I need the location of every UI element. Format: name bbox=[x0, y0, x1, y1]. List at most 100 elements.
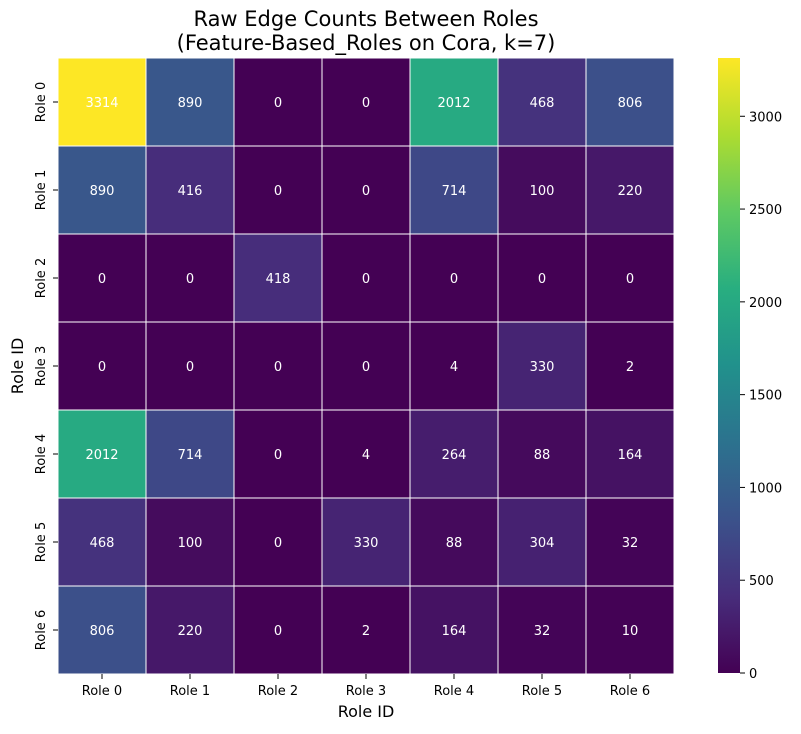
cell-value-label: 100 bbox=[530, 184, 555, 199]
cell-value-label: 0 bbox=[274, 184, 282, 199]
cell-value-label: 0 bbox=[362, 360, 370, 375]
cell-value-label: 0 bbox=[98, 360, 106, 375]
colorbar-tick-label: 1000 bbox=[749, 481, 782, 496]
heatmap-cell bbox=[497, 145, 587, 235]
heatmap-cell bbox=[57, 321, 147, 411]
heatmap-cell bbox=[321, 57, 411, 147]
heatmap-cell bbox=[497, 57, 587, 147]
heatmap-cell bbox=[409, 145, 499, 235]
cell-value-label: 264 bbox=[442, 448, 467, 463]
heatmap-cell bbox=[409, 585, 499, 675]
heatmap-cell bbox=[145, 233, 235, 323]
y-tick-label: Role 5 bbox=[34, 522, 49, 562]
cell-value-label: 890 bbox=[90, 184, 115, 199]
cell-value-label: 304 bbox=[530, 536, 555, 551]
cell-value-label: 330 bbox=[530, 360, 555, 375]
cell-value-label: 468 bbox=[530, 96, 555, 111]
cell-value-label: 220 bbox=[178, 624, 203, 639]
colorbar-tick-label: 0 bbox=[749, 667, 757, 682]
heatmap-cell bbox=[497, 321, 587, 411]
heatmap-cell bbox=[409, 233, 499, 323]
x-tick-label: Role 2 bbox=[258, 684, 298, 699]
cell-value-label: 0 bbox=[274, 448, 282, 463]
x-tick-label: Role 5 bbox=[522, 684, 562, 699]
y-axis-label: Role ID bbox=[8, 338, 27, 395]
cell-value-label: 468 bbox=[90, 536, 115, 551]
cell-value-label: 220 bbox=[618, 184, 643, 199]
cell-value-label: 88 bbox=[446, 536, 463, 551]
x-tick-label: Role 6 bbox=[610, 684, 650, 699]
heatmap-cell bbox=[585, 233, 675, 323]
cell-value-label: 3314 bbox=[85, 96, 118, 111]
colorbar-tick-label: 2500 bbox=[749, 203, 782, 218]
heatmap-cell bbox=[57, 409, 147, 499]
cell-value-label: 0 bbox=[274, 96, 282, 111]
heatmap-cells bbox=[57, 57, 675, 675]
cell-value-label: 164 bbox=[618, 448, 643, 463]
colorbar-tick-label: 2000 bbox=[749, 296, 782, 311]
cell-value-label: 418 bbox=[266, 272, 291, 287]
colorbar-tick-label: 1500 bbox=[749, 389, 782, 404]
y-tick-label: Role 2 bbox=[34, 258, 49, 298]
colorbar-ticks: 0 500 1000 1500 2000 2500 3000 bbox=[740, 110, 782, 682]
cell-value-label: 0 bbox=[98, 272, 106, 287]
cell-value-label: 2 bbox=[362, 624, 370, 639]
cell-value-label: 890 bbox=[178, 96, 203, 111]
cell-value-label: 32 bbox=[534, 624, 551, 639]
cell-value-label: 32 bbox=[622, 536, 639, 551]
heatmap-cell bbox=[57, 497, 147, 587]
x-tick-label: Role 4 bbox=[434, 684, 474, 699]
heatmap-cell bbox=[233, 145, 323, 235]
heatmap-cell bbox=[145, 497, 235, 587]
y-tick-label: Role 4 bbox=[34, 434, 49, 474]
cell-value-label: 0 bbox=[626, 272, 634, 287]
cell-value-label: 0 bbox=[274, 536, 282, 551]
heatmap-cell bbox=[233, 409, 323, 499]
cell-value-label: 0 bbox=[362, 96, 370, 111]
heatmap-cell bbox=[409, 497, 499, 587]
cell-value-label: 714 bbox=[442, 184, 467, 199]
cell-value-label: 0 bbox=[362, 184, 370, 199]
y-tick-label: Role 6 bbox=[34, 610, 49, 650]
cell-value-label: 2 bbox=[626, 360, 634, 375]
heatmap-cell bbox=[233, 57, 323, 147]
heatmap-cell bbox=[585, 497, 675, 587]
heatmap-cell bbox=[145, 57, 235, 147]
heatmap-cell bbox=[585, 321, 675, 411]
cell-value-label: 0 bbox=[186, 360, 194, 375]
colorbar-tick-label: 3000 bbox=[749, 110, 782, 125]
x-tick-label: Role 1 bbox=[170, 684, 210, 699]
cell-value-label: 0 bbox=[538, 272, 546, 287]
x-axis-ticks: Role 0 Role 1 Role 2 Role 3 Role 4 Role 5 Role… bbox=[82, 674, 650, 699]
cell-value-label: 0 bbox=[274, 624, 282, 639]
cell-value-label: 2012 bbox=[437, 96, 470, 111]
cell-value-label: 0 bbox=[450, 272, 458, 287]
heatmap-cell bbox=[585, 409, 675, 499]
cell-value-label: 0 bbox=[186, 272, 194, 287]
cell-value-label: 0 bbox=[274, 360, 282, 375]
cell-value-label: 10 bbox=[622, 624, 639, 639]
x-tick-label: Role 3 bbox=[346, 684, 386, 699]
heatmap-cell bbox=[321, 585, 411, 675]
cell-value-label: 806 bbox=[90, 624, 115, 639]
y-tick-label: Role 0 bbox=[34, 82, 49, 122]
x-tick-label: Role 0 bbox=[82, 684, 122, 699]
y-tick-label: Role 3 bbox=[34, 346, 49, 386]
cell-value-label: 714 bbox=[178, 448, 203, 463]
cell-value-label: 416 bbox=[178, 184, 203, 199]
cell-value-label: 100 bbox=[178, 536, 203, 551]
cell-value-label: 4 bbox=[450, 360, 458, 375]
cell-value-label: 164 bbox=[442, 624, 467, 639]
chart-subtitle: (Feature-Based_Roles on Cora, k=7) bbox=[177, 31, 556, 56]
cell-value-label: 2012 bbox=[85, 448, 118, 463]
y-axis-ticks: Role 0 Role 1 Role 2 Role 3 Role 4 Role 5 Role… bbox=[34, 82, 58, 650]
x-axis-label: Role ID bbox=[338, 702, 395, 721]
cell-value-label: 4 bbox=[362, 448, 370, 463]
heatmap-cell bbox=[233, 585, 323, 675]
heatmap-cell bbox=[409, 57, 499, 147]
colorbar: 0 500 1000 1500 2000 2500 3000 bbox=[718, 58, 782, 682]
heatmap-cell bbox=[233, 497, 323, 587]
heatmap-cell bbox=[321, 233, 411, 323]
